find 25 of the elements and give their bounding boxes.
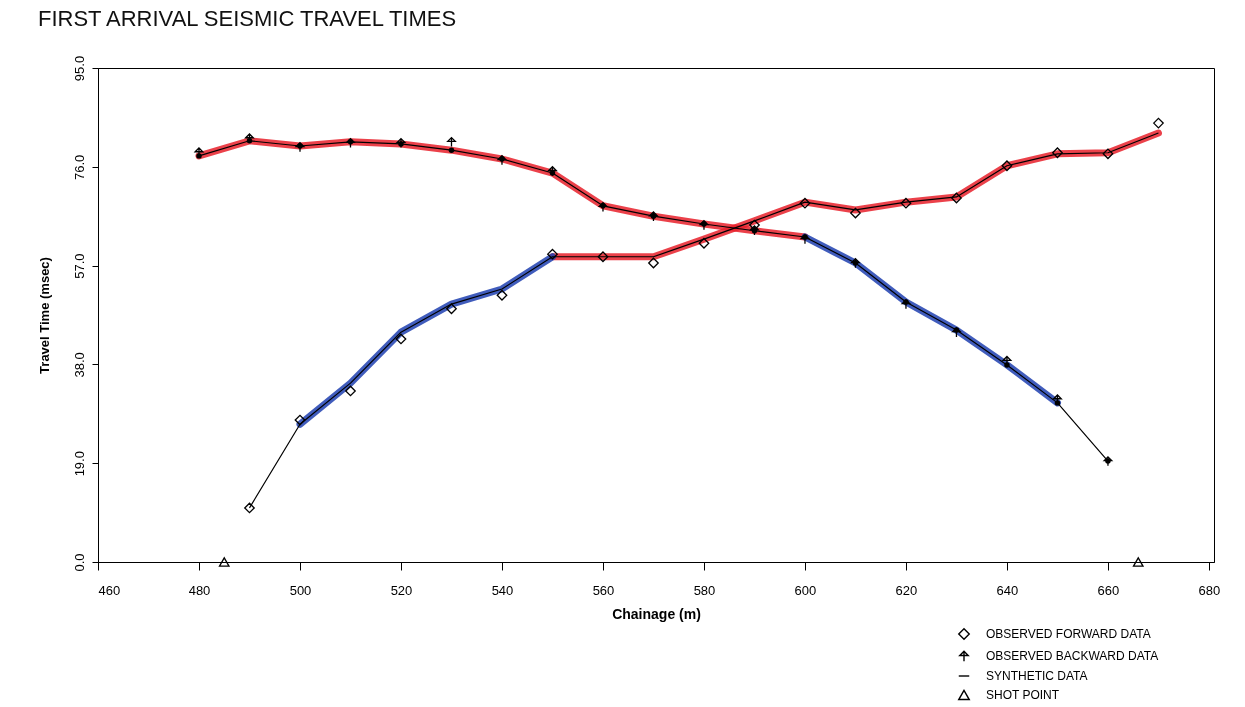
x-tick-label: 560 [592,582,615,598]
y-tick-label: 95.0 [71,55,87,82]
x-axis-title: Chainage (m) [612,605,701,622]
legend-label: OBSERVED BACKWARD DATA [986,649,1159,663]
y-tick-label: 57.0 [71,253,87,279]
chart-title: FIRST ARRIVAL SEISMIC TRAVEL TIMES [38,6,457,32]
x-tick-label: 660 [1097,582,1120,598]
legend-label: SYNTHETIC DATA [986,669,1088,683]
y-axis-title: Travel Time (msec) [36,257,52,374]
x-tick-label: 640 [996,582,1019,598]
x-tick-label: 620 [895,582,918,598]
legend-label: OBSERVED FORWARD DATA [986,627,1151,641]
y-tick-label: 19.0 [71,451,87,477]
y-tick-label: 38.0 [71,352,87,378]
x-tick-label: 600 [794,582,817,598]
x-tick-label: 580 [693,582,716,598]
y-tick-label: 76.0 [71,154,87,180]
x-tick-label: 460 [98,582,121,598]
legend-label: SHOT POINT [986,688,1060,702]
x-tick-label: 680 [1198,582,1221,598]
x-tick-label: 480 [188,582,211,598]
x-tick-label: 540 [491,582,514,598]
x-tick-label: 520 [390,582,413,598]
x-tick-label: 500 [289,582,312,598]
y-tick-label: 0.0 [71,553,87,572]
